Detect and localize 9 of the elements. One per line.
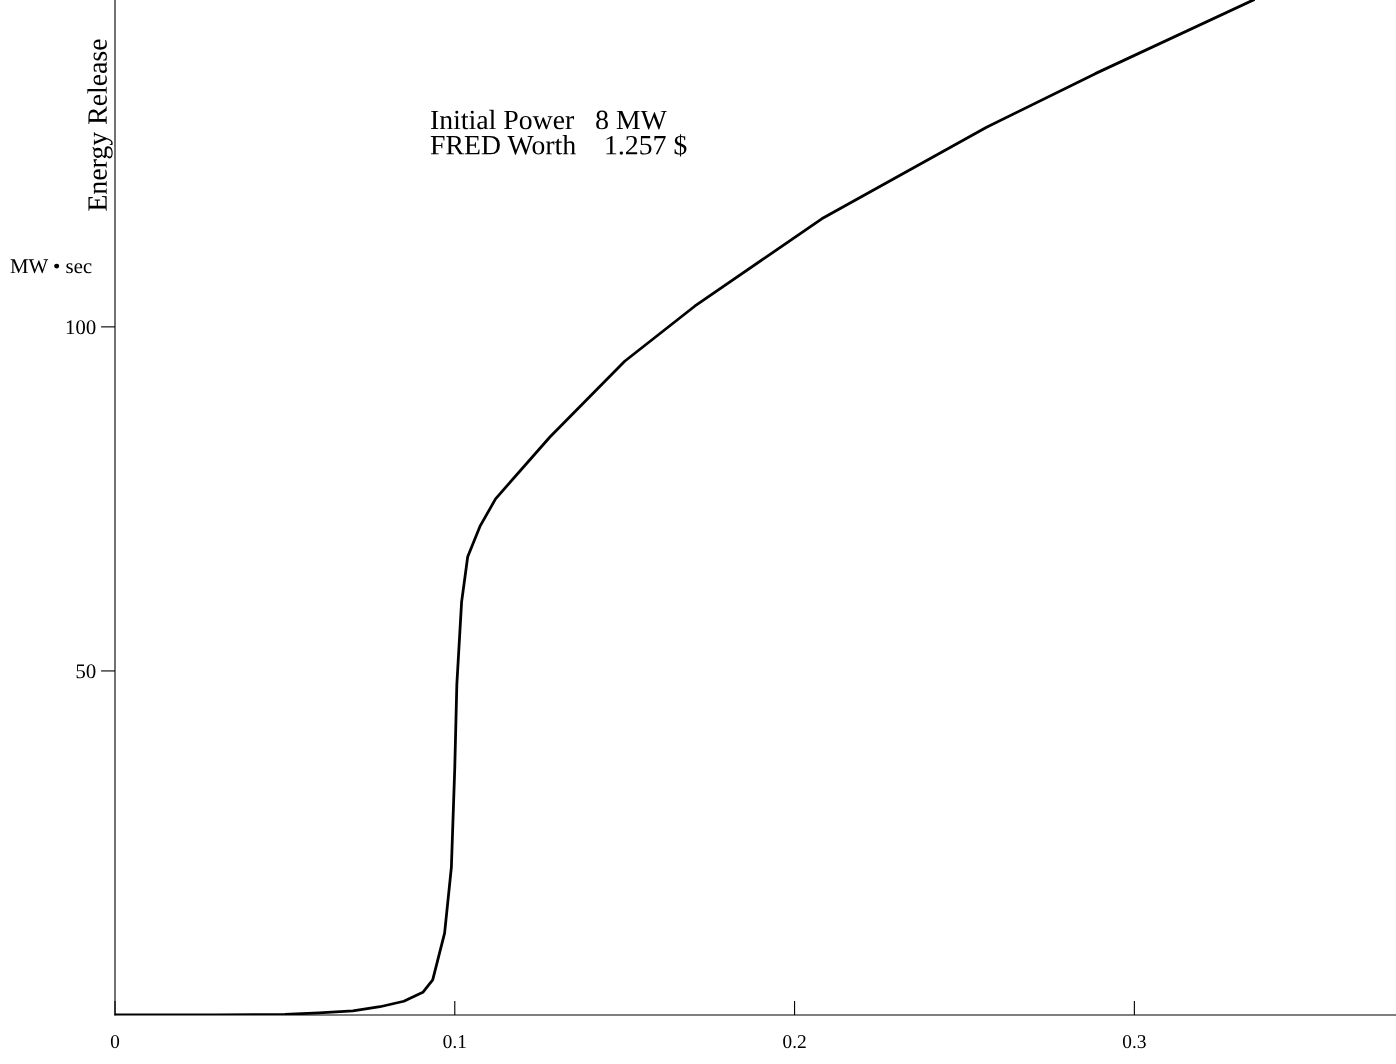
- y-axis-title: Energy Release: [87, 39, 113, 211]
- x-tick-label: 0: [110, 1035, 120, 1049]
- y-tick-label: 50: [76, 664, 96, 679]
- text: MW • sec: [10, 259, 92, 274]
- annotation: Initial Power 8 MW FRED Worth 1.257 $: [430, 109, 687, 157]
- x-tick-label: 0.1: [443, 1035, 466, 1049]
- x-tick-label: 0.3: [1122, 1035, 1146, 1049]
- y-tick-label: 100: [66, 320, 96, 335]
- x-tick-label: 0.2: [783, 1035, 806, 1049]
